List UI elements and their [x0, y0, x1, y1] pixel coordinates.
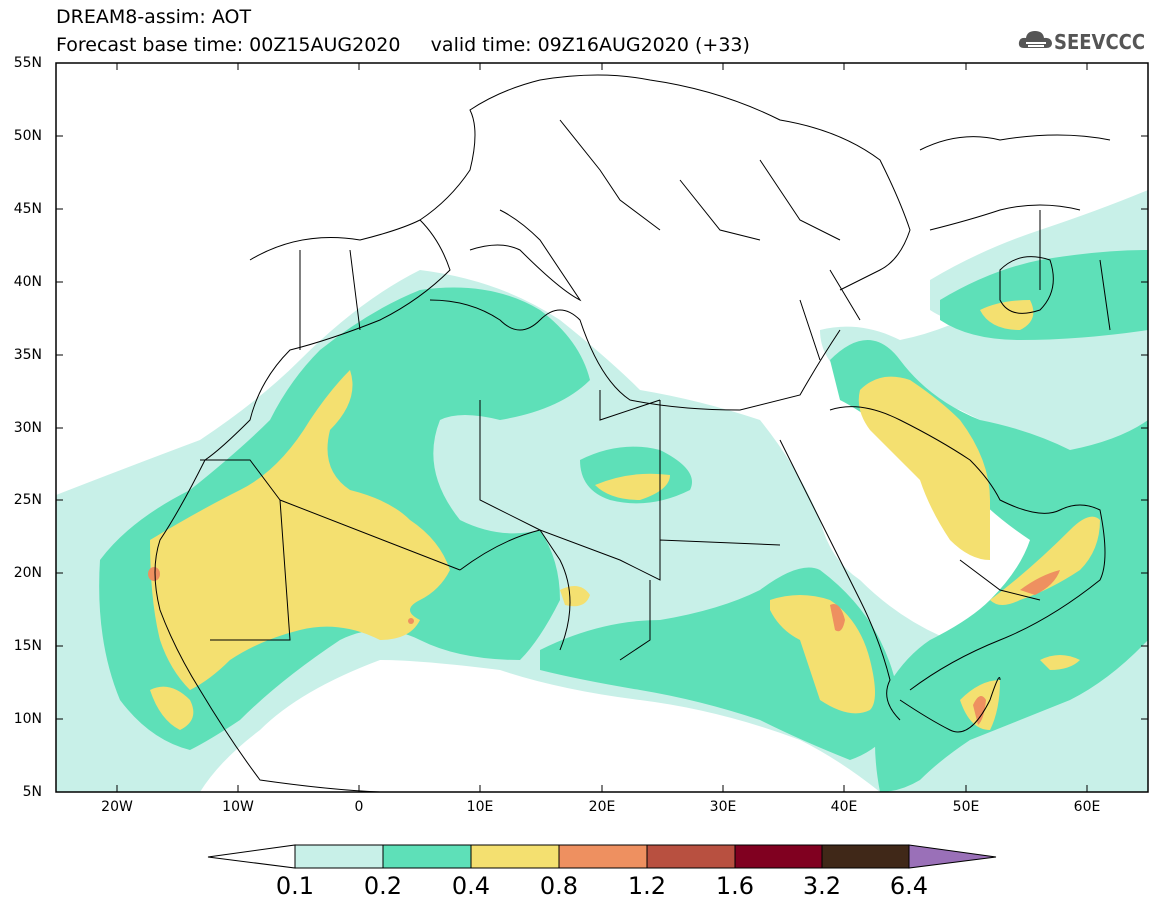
- colorbar-cell-8: [908, 844, 997, 869]
- logo-text: SEEVCCC: [1054, 30, 1146, 54]
- ylabel: 10N: [13, 711, 42, 727]
- ylabel: 55N: [13, 55, 42, 71]
- xlabel: 10E: [466, 799, 494, 815]
- ylabel: 45N: [13, 201, 42, 217]
- colorbar-cell-5: [646, 844, 736, 869]
- ylabel: 40N: [13, 274, 42, 290]
- xlabel: 20E: [588, 799, 616, 815]
- ylabel: 35N: [13, 347, 42, 363]
- colorbar-label: 1.2: [627, 872, 667, 900]
- colorbar-cell-7: [821, 844, 910, 869]
- xlabel: 20W: [101, 799, 133, 815]
- ylabel: 25N: [13, 492, 42, 508]
- xlabel: 40E: [830, 799, 858, 815]
- colorbar-cell-1: [294, 844, 384, 869]
- xlabel: 10W: [222, 799, 254, 815]
- colorbar-label: 3.2: [802, 872, 842, 900]
- ylabel: 15N: [13, 638, 42, 654]
- cloud-icon: [1018, 31, 1052, 48]
- colorbar-label: 0.2: [363, 872, 403, 900]
- colorbar-label: 1.6: [715, 872, 755, 900]
- aot-level-0.4: [150, 300, 1100, 730]
- coastlines: [154, 74, 1111, 792]
- colorbar-cell-6: [734, 844, 823, 869]
- aot-level-0.8: [148, 567, 1060, 725]
- map-title: DREAM8-assim: AOT: [56, 6, 252, 28]
- colorbar-cell-3: [470, 844, 560, 869]
- xlabel: 60E: [1073, 799, 1101, 815]
- colorbar-cell-2: [382, 844, 472, 869]
- axis-ticks: [56, 62, 1148, 792]
- xlabel: 30E: [709, 799, 737, 815]
- xlabel: 50E: [952, 799, 980, 815]
- ylabel: 50N: [13, 128, 42, 144]
- colorbar-cell-4: [558, 844, 648, 869]
- colorbar-cell-0: [207, 844, 296, 869]
- xlabel: 0: [354, 799, 364, 815]
- colorbar-label: 0.1: [275, 872, 315, 900]
- ylabel: 5N: [22, 784, 42, 800]
- forecast-times: Forecast base time: 00Z15AUG2020 valid t…: [56, 34, 750, 56]
- colorbar-label: 0.8: [539, 872, 579, 900]
- ylabel: 30N: [13, 420, 42, 436]
- ylabel: 20N: [13, 565, 42, 581]
- seevccc-logo: SEEVCCC: [1018, 26, 1153, 54]
- colorbar-label: 0.4: [451, 872, 491, 900]
- colorbar: [207, 844, 997, 869]
- colorbar-label: 6.4: [889, 872, 929, 900]
